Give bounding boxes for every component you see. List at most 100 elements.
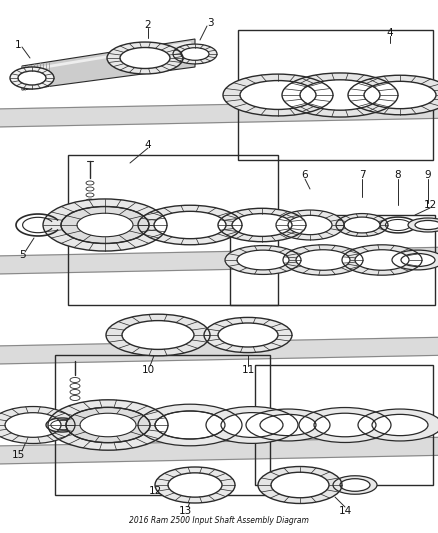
- Ellipse shape: [240, 80, 316, 109]
- Ellipse shape: [288, 215, 332, 235]
- Ellipse shape: [392, 250, 438, 270]
- Ellipse shape: [299, 408, 391, 442]
- Ellipse shape: [333, 476, 377, 494]
- Ellipse shape: [204, 317, 292, 353]
- Ellipse shape: [206, 407, 298, 443]
- Text: 4: 4: [387, 28, 393, 38]
- Ellipse shape: [155, 411, 225, 439]
- Ellipse shape: [80, 413, 136, 437]
- Ellipse shape: [282, 73, 398, 117]
- Ellipse shape: [358, 409, 438, 441]
- Ellipse shape: [173, 44, 217, 64]
- Text: 7: 7: [359, 170, 365, 180]
- Ellipse shape: [299, 408, 391, 442]
- Text: 11: 11: [241, 365, 254, 375]
- Ellipse shape: [204, 317, 292, 353]
- Ellipse shape: [358, 409, 438, 441]
- Bar: [230, 215, 435, 305]
- Ellipse shape: [106, 314, 210, 356]
- Ellipse shape: [271, 472, 329, 498]
- Ellipse shape: [408, 218, 438, 232]
- Text: 8: 8: [395, 170, 401, 180]
- Bar: [55, 355, 270, 495]
- Ellipse shape: [155, 467, 235, 503]
- Ellipse shape: [344, 217, 380, 233]
- Ellipse shape: [218, 208, 306, 242]
- Ellipse shape: [333, 476, 377, 494]
- Text: 9: 9: [425, 170, 431, 180]
- Ellipse shape: [43, 199, 167, 251]
- Ellipse shape: [107, 42, 183, 74]
- Ellipse shape: [340, 479, 370, 491]
- Ellipse shape: [283, 245, 363, 275]
- Polygon shape: [22, 39, 195, 90]
- Ellipse shape: [120, 47, 170, 69]
- Ellipse shape: [206, 407, 298, 443]
- Ellipse shape: [223, 74, 333, 116]
- Ellipse shape: [181, 47, 209, 60]
- Ellipse shape: [61, 206, 149, 244]
- Ellipse shape: [155, 467, 235, 503]
- Ellipse shape: [77, 213, 133, 237]
- Ellipse shape: [138, 404, 242, 446]
- Ellipse shape: [0, 407, 75, 443]
- Ellipse shape: [66, 407, 150, 442]
- Ellipse shape: [173, 44, 217, 64]
- Text: 6: 6: [302, 170, 308, 180]
- Ellipse shape: [283, 245, 363, 275]
- Ellipse shape: [18, 71, 46, 85]
- Ellipse shape: [138, 205, 242, 245]
- Ellipse shape: [218, 323, 278, 347]
- Text: 3: 3: [207, 18, 213, 28]
- Text: 13: 13: [178, 506, 192, 516]
- Text: 4: 4: [145, 140, 151, 150]
- Text: 5: 5: [19, 250, 25, 260]
- Ellipse shape: [10, 67, 54, 89]
- Ellipse shape: [5, 413, 61, 437]
- Ellipse shape: [415, 221, 438, 230]
- Text: 15: 15: [11, 450, 25, 460]
- Ellipse shape: [0, 407, 75, 443]
- Ellipse shape: [61, 206, 149, 244]
- Text: 14: 14: [339, 506, 352, 516]
- Ellipse shape: [300, 80, 380, 110]
- Ellipse shape: [355, 250, 409, 270]
- Ellipse shape: [122, 321, 194, 350]
- Ellipse shape: [48, 400, 168, 450]
- Text: 12: 12: [424, 200, 437, 210]
- Ellipse shape: [66, 407, 150, 442]
- Ellipse shape: [336, 214, 388, 237]
- Ellipse shape: [392, 250, 438, 270]
- Ellipse shape: [314, 413, 376, 437]
- Ellipse shape: [336, 214, 388, 237]
- Ellipse shape: [43, 199, 167, 251]
- Ellipse shape: [138, 404, 242, 446]
- Ellipse shape: [106, 314, 210, 356]
- Ellipse shape: [221, 413, 283, 438]
- Ellipse shape: [348, 75, 438, 115]
- Text: 1: 1: [15, 40, 21, 50]
- Ellipse shape: [107, 42, 183, 74]
- Ellipse shape: [246, 409, 330, 441]
- Text: 12: 12: [148, 486, 162, 496]
- Text: 2016 Ram 2500 Input Shaft Assembly Diagram: 2016 Ram 2500 Input Shaft Assembly Diagr…: [129, 516, 309, 525]
- Ellipse shape: [296, 250, 350, 270]
- Ellipse shape: [237, 250, 289, 270]
- Ellipse shape: [342, 245, 422, 275]
- Ellipse shape: [225, 246, 301, 274]
- Ellipse shape: [10, 67, 54, 89]
- Bar: [255, 365, 433, 485]
- Ellipse shape: [232, 214, 292, 237]
- Ellipse shape: [66, 407, 150, 442]
- Ellipse shape: [258, 466, 342, 504]
- Ellipse shape: [258, 466, 342, 504]
- Ellipse shape: [225, 246, 301, 274]
- Ellipse shape: [154, 211, 226, 239]
- Ellipse shape: [61, 206, 149, 244]
- Ellipse shape: [48, 400, 168, 450]
- Text: 2: 2: [145, 20, 151, 30]
- Ellipse shape: [246, 409, 330, 441]
- Ellipse shape: [138, 205, 242, 245]
- Ellipse shape: [401, 254, 435, 266]
- Ellipse shape: [348, 75, 438, 115]
